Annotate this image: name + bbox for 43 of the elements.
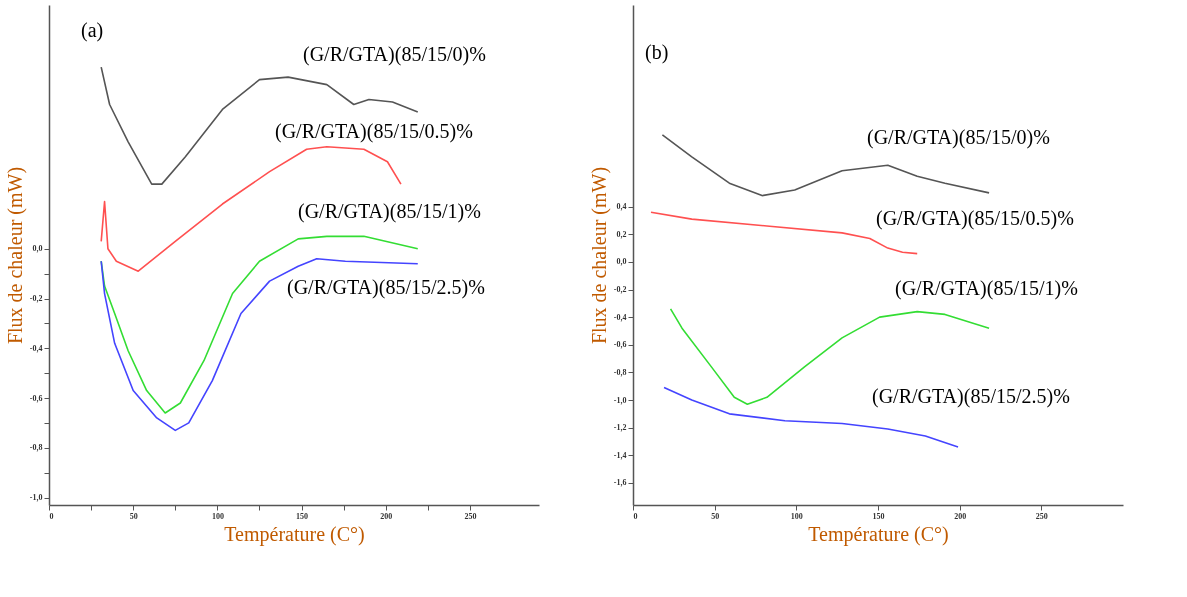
y-tick-label: -0,8 xyxy=(29,443,43,453)
y-tick-label: 0,4 xyxy=(616,202,627,212)
y-tick-label: -1,4 xyxy=(613,450,627,460)
y-tick-label: -0,4 xyxy=(613,312,627,322)
y-tick-label: -0,6 xyxy=(29,393,43,403)
y-tick-label: -0,2 xyxy=(613,285,627,295)
annotation: (G/R/GTA)(85/15/0.5)% xyxy=(275,120,473,143)
annotation: (a) xyxy=(81,19,104,42)
x-tick-label: 250 xyxy=(1035,511,1048,521)
x-axis-title: Température (C°) xyxy=(808,522,949,546)
y-tick-label: -1,0 xyxy=(613,395,627,405)
x-tick-label: 50 xyxy=(711,511,720,521)
annotation: (G/R/GTA)(85/15/0.5)% xyxy=(876,207,1074,230)
annotation: (b) xyxy=(645,41,669,64)
y-tick-label: -1,6 xyxy=(613,478,627,488)
x-tick-label: 0 xyxy=(49,511,54,521)
annotation: (G/R/GTA)(85/15/0)% xyxy=(867,126,1050,149)
y-tick-label: -0,8 xyxy=(613,367,627,377)
annotation: (G/R/GTA)(85/15/0)% xyxy=(303,43,486,66)
y-tick-label: 0,0 xyxy=(32,244,43,254)
y-tick-label: -1,0 xyxy=(29,493,43,503)
x-tick-label: 100 xyxy=(211,511,224,521)
annotation: (G/R/GTA)(85/15/1)% xyxy=(895,277,1078,300)
x-axis-title: Température (C°) xyxy=(224,522,365,546)
y-tick-label: 0,0 xyxy=(616,257,627,267)
annotation: (G/R/GTA)(85/15/1)% xyxy=(298,200,481,223)
x-tick-label: 150 xyxy=(296,511,309,521)
x-tick-label: 0 xyxy=(633,511,638,521)
annotation: (G/R/GTA)(85/15/2.5)% xyxy=(287,276,485,299)
y-tick-label: 0,2 xyxy=(616,229,627,239)
y-tick-label: -0,2 xyxy=(29,294,43,304)
y-tick-label: -0,4 xyxy=(29,343,43,353)
y-tick-label: -1,2 xyxy=(613,423,627,433)
x-tick-label: 150 xyxy=(872,511,885,521)
x-tick-label: 250 xyxy=(464,511,477,521)
x-tick-label: 50 xyxy=(129,511,138,521)
x-tick-label: 200 xyxy=(380,511,393,521)
y-tick-label: -0,6 xyxy=(613,340,627,350)
x-tick-label: 100 xyxy=(790,511,803,521)
y-axis-title: Flux de chaleur (mW) xyxy=(587,166,611,345)
x-tick-label: 200 xyxy=(954,511,967,521)
annotation: (G/R/GTA)(85/15/2.5)% xyxy=(872,385,1070,408)
y-axis-title: Flux de chaleur (mW) xyxy=(3,166,27,345)
